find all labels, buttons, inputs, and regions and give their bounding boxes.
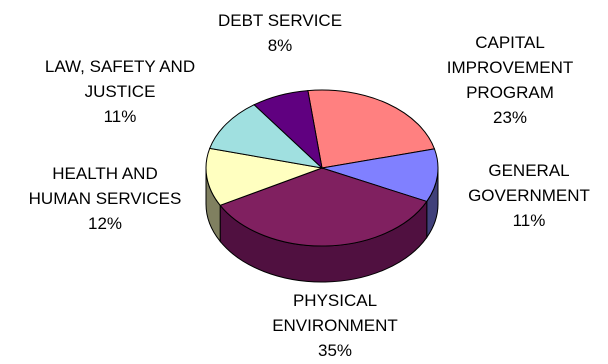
pie-slice-physical-environment	[219, 167, 428, 247]
label-general-government-pct: 11%	[512, 211, 546, 230]
label-general-government-line-2: GOVERNMENT	[468, 186, 590, 205]
label-physical-environment: PHYSICAL ENVIRONMENT 35%	[235, 288, 435, 363]
label-capital-improvement: CAPITAL IMPROVEMENT PROGRAM 23%	[420, 30, 600, 130]
label-general-government-line-1: GENERAL	[488, 161, 570, 180]
label-debt-service: DEBT SERVICE 8%	[205, 8, 355, 58]
label-debt-service-pct: 8%	[267, 36, 293, 55]
label-capital-improvement-pct: 23%	[492, 108, 528, 127]
label-capital-improvement-line-2: IMPROVEMENT	[446, 58, 574, 77]
pie-slice-general-government	[321, 148, 439, 203]
pie-slice-law-safety-and-justice	[209, 104, 324, 169]
label-law-safety-justice-line-2: JUSTICE	[84, 82, 156, 101]
label-health-human-services-line-2: HUMAN SERVICES	[28, 189, 182, 208]
label-general-government: GENERAL GOVERNMENT 11%	[450, 158, 608, 233]
label-health-human-services-line-1: HEALTH AND	[52, 164, 158, 183]
label-health-human-services-pct: 12%	[87, 214, 123, 233]
label-physical-environment-line-2: ENVIRONMENT	[272, 316, 398, 335]
label-health-human-services: HEALTH AND HUMAN SERVICES 12%	[0, 161, 210, 236]
label-physical-environment-line-1: PHYSICAL	[292, 291, 378, 310]
label-debt-service-line-1: DEBT SERVICE	[217, 11, 343, 30]
pie-slice-debt-service	[253, 90, 323, 170]
label-capital-improvement-line-3: PROGRAM	[466, 83, 554, 102]
pie-slice-capital-improvement-program	[307, 89, 436, 169]
label-capital-improvement-line-1: CAPITAL	[475, 33, 545, 52]
label-law-safety-justice-pct: 11%	[103, 107, 137, 126]
label-law-safety-justice-line-1: LAW, SAFETY AND	[44, 57, 196, 76]
label-physical-environment-pct: 35%	[317, 341, 353, 360]
label-law-safety-justice: LAW, SAFETY AND JUSTICE 11%	[20, 54, 220, 129]
pie-slice-health-and-human-services	[205, 147, 324, 206]
